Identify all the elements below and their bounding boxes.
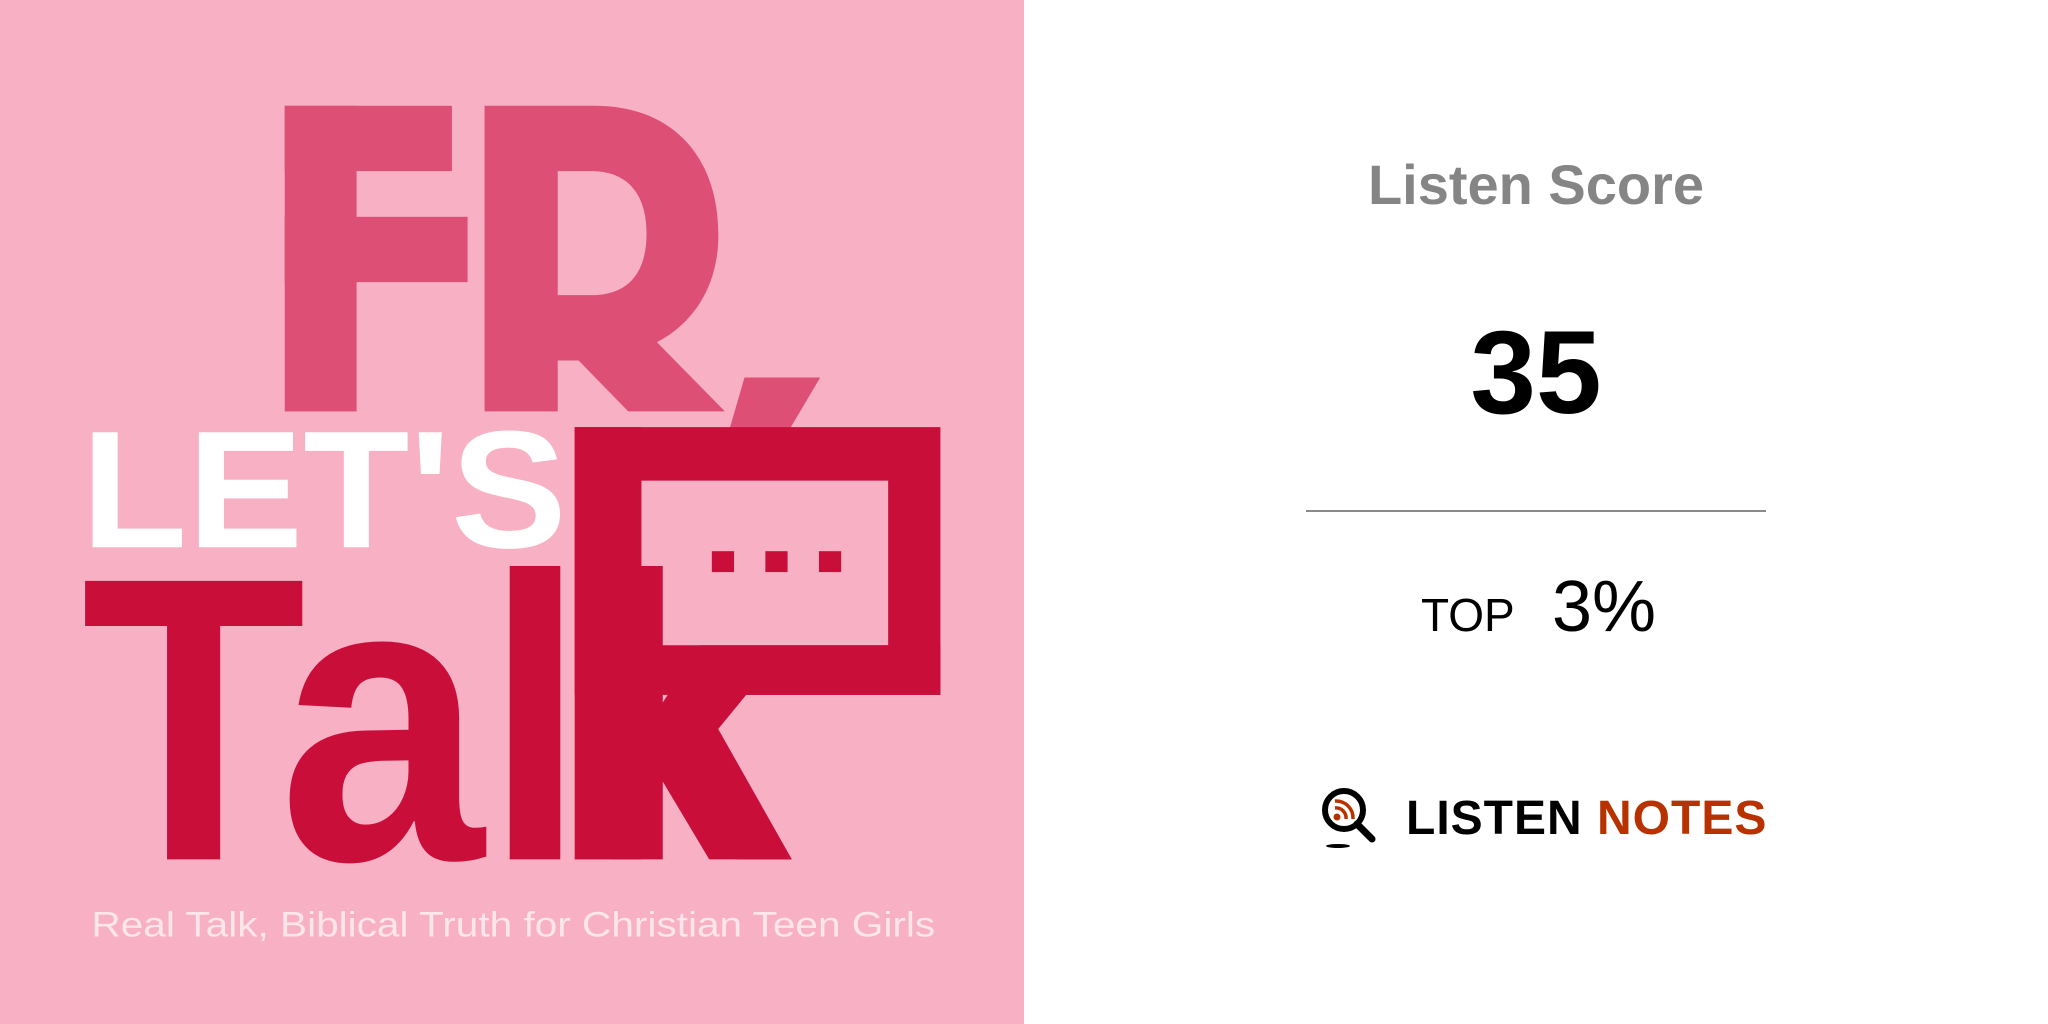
podcast-cover-art: LET'S Talk Real Talk, Biblical Truth for…	[0, 0, 1024, 1024]
top-percentile-value: 3%	[1552, 567, 1657, 647]
title-letter-f	[284, 105, 468, 412]
divider	[1306, 510, 1766, 512]
listen-score-label: Listen Score	[1367, 153, 1705, 216]
bubble-dot	[711, 551, 735, 573]
title-letter-r	[484, 105, 725, 412]
top-percentile-label: TOP	[1421, 589, 1515, 641]
listen-notes-logo: LISTEN NOTES	[1320, 786, 1767, 850]
magnifier-rss-icon	[1322, 788, 1376, 848]
title-lets: LET'S	[81, 397, 567, 583]
logo-word-listen: LISTEN	[1406, 791, 1583, 845]
speech-bubble	[574, 427, 941, 860]
listen-score-value: 35	[1470, 307, 1602, 439]
bubble-dot	[818, 551, 842, 573]
bubble-dot	[765, 551, 788, 573]
cover-tagline: Real Talk, Biblical Truth for Christian …	[91, 905, 935, 944]
listen-score-panel: Listen Score 35 TOP 3% LISTEN NOTES	[1024, 0, 2048, 1024]
title-talk: Talk	[81, 492, 794, 945]
logo-word-notes: NOTES	[1597, 791, 1768, 845]
